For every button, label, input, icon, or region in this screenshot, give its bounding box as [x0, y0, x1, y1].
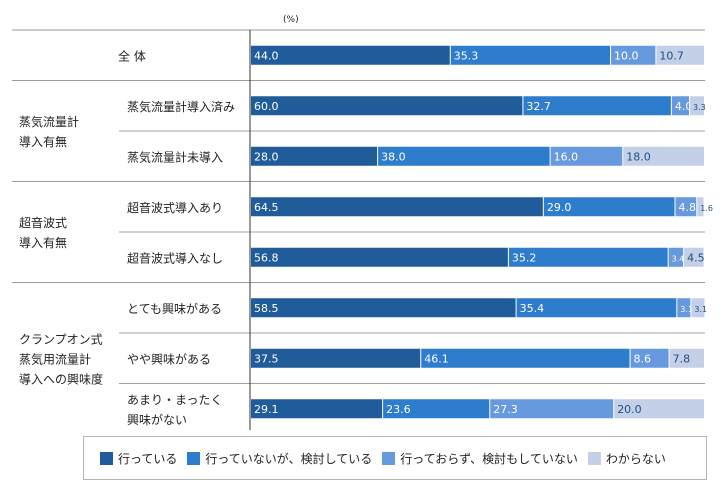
data-label: 20.0: [617, 403, 642, 416]
legend-label-considering: 行っていないが、検討している: [205, 451, 373, 466]
data-label: 1.6: [700, 204, 713, 213]
bar-segment: [671, 96, 690, 116]
bar-segment: [508, 247, 668, 267]
data-label: 4.5: [687, 251, 705, 264]
bar-segment: [516, 298, 677, 318]
stacked-bar-chart: (%) 全 体 44.0 35.3 10.0 10.7 蒸気流量計導入済み 60.0 32.7 4…: [12, 15, 713, 430]
bar-segment: [656, 45, 704, 65]
data-label: 4.8: [678, 201, 696, 214]
data-label: 3.3: [693, 103, 706, 112]
bar-segment: [378, 146, 550, 166]
bar-segment: [675, 197, 697, 217]
bar-segment: [623, 146, 704, 166]
legend-item-unknown: わからない: [587, 450, 666, 467]
unit-label: (%): [283, 15, 299, 25]
row-label: 蒸気流量計導入済み: [127, 99, 235, 114]
bar-segment: [550, 146, 623, 166]
data-label: 35.2: [512, 251, 537, 264]
data-label: 8.6: [634, 352, 652, 365]
legend-swatch-considering: [187, 451, 201, 465]
row-label: あまり・まったく: [127, 393, 223, 407]
bar-segment: [251, 298, 516, 318]
bar-segment: [523, 96, 671, 116]
data-label: 29.1: [254, 403, 279, 416]
data-label: 16.0: [554, 150, 579, 163]
bar-segment: [251, 197, 543, 217]
group-label: クランプオン式: [19, 332, 103, 346]
legend-label-not-considering: 行っておらず、検討もしていない: [400, 451, 578, 466]
bar-segment: [251, 146, 378, 166]
data-label: 35.4: [520, 302, 545, 315]
data-label: 29.0: [547, 201, 572, 214]
row-label: 超音波式導入あり: [127, 200, 223, 215]
legend-item-considering: 行っていないが、検討している: [187, 450, 372, 467]
data-label: 3.1: [680, 305, 693, 314]
legend-item-doing: 行っている: [100, 450, 177, 467]
group-label: 導入有無: [19, 235, 67, 250]
row-label: 全 体: [118, 48, 146, 63]
data-label: 64.5: [254, 201, 279, 214]
data-label: 58.5: [254, 302, 279, 315]
legend-swatch-not-considering: [382, 451, 396, 465]
bar-segment: [677, 298, 691, 318]
bar-segment: [668, 247, 684, 267]
bar-segment: [383, 399, 490, 419]
data-label: 56.8: [254, 251, 279, 264]
bar-segment: [251, 247, 508, 267]
data-label: 28.0: [254, 150, 279, 163]
group-label: 超音波式: [19, 215, 67, 230]
bar-segment: [630, 348, 669, 368]
group-label: 導入への興味度: [19, 371, 103, 386]
legend-item-not-considering: 行っておらず、検討もしていない: [382, 450, 578, 467]
data-label: 10.7: [659, 49, 684, 62]
row-label: とても興味がある: [127, 301, 222, 316]
bar-segment: [611, 45, 656, 65]
bar-segment: [251, 348, 421, 368]
bar-segment: [691, 298, 705, 318]
data-label: 60.0: [254, 100, 279, 113]
data-label: 3.4: [672, 254, 685, 263]
group-label: 蒸気流量計: [19, 114, 79, 129]
data-label: 37.5: [254, 352, 279, 365]
data-label: 3.1: [694, 305, 707, 314]
data-label: 7.8: [673, 352, 691, 365]
chart-legend: 行っている 行っていないが、検討している 行っておらず、検討もしていない わから…: [83, 436, 707, 480]
row-label: 蒸気流量計未導入: [127, 149, 223, 164]
bar-segment: [251, 45, 450, 65]
bar-segment: [684, 247, 704, 267]
data-label: 38.0: [381, 150, 406, 163]
row-label: やや興味がある: [127, 351, 211, 366]
legend-label-unknown: わからない: [605, 451, 666, 466]
bar-segment: [251, 96, 523, 116]
group-label: 導入有無: [19, 134, 67, 149]
bar-segment: [669, 348, 704, 368]
group-label: 蒸気用流量計: [19, 351, 91, 366]
row-label: 超音波式導入なし: [127, 250, 223, 265]
data-label: 18.0: [626, 150, 651, 163]
data-label: 27.3: [493, 403, 518, 416]
bar-segment: [697, 197, 704, 217]
bar-segment: [490, 399, 614, 419]
legend-swatch-unknown: [587, 451, 601, 465]
bar-segment: [251, 399, 383, 419]
data-label: 4.0: [675, 100, 693, 113]
bar-segment: [450, 45, 611, 65]
row-label: 興味がない: [127, 412, 187, 427]
bar-segment: [421, 348, 630, 368]
data-label: 46.1: [424, 352, 449, 365]
data-label: 10.0: [614, 49, 639, 62]
legend-label-doing: 行っている: [118, 451, 178, 466]
data-label: 23.6: [386, 403, 411, 416]
legend-swatch-doing: [100, 451, 113, 465]
data-label: 44.0: [254, 49, 279, 62]
data-label: 35.3: [454, 49, 479, 62]
bar-segment: [614, 399, 704, 419]
data-label: 32.7: [526, 100, 551, 113]
bar-segment: [543, 197, 675, 217]
bar-segment: [690, 96, 704, 116]
